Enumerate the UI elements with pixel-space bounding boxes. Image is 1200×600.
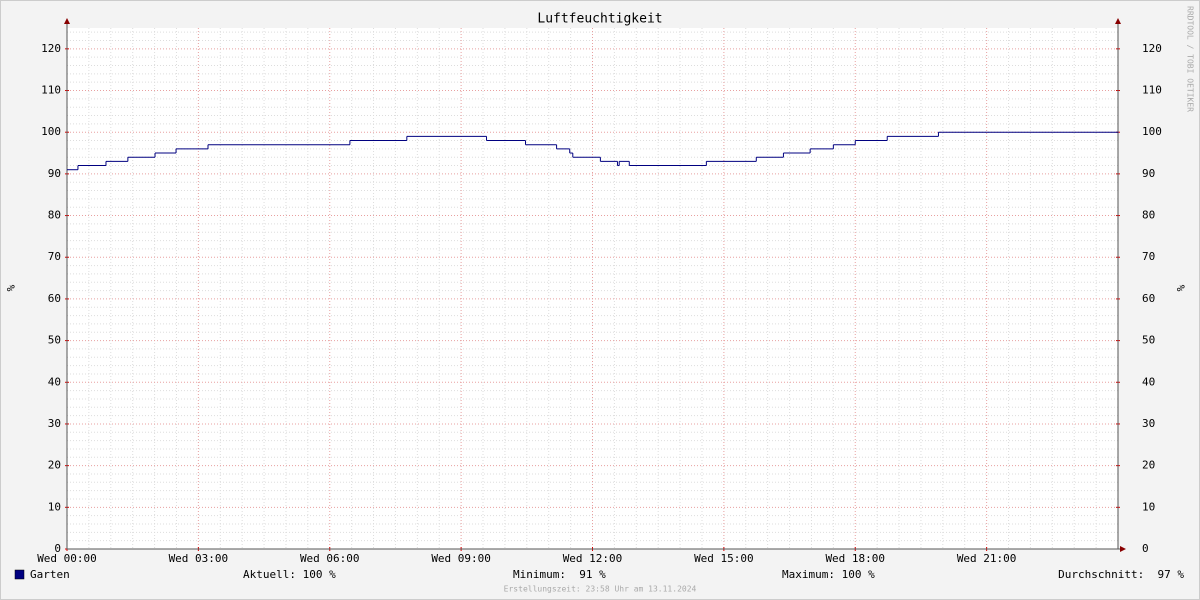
y-tick-label: 110 [41,84,61,97]
y-axis-label: % [4,285,17,292]
x-tick-label: Wed 21:00 [957,552,1017,565]
y2-tick-label: 20 [1142,459,1155,472]
y-tick-label: 10 [48,500,61,513]
y2-tick-label: 70 [1142,250,1155,263]
y2-tick-label: 90 [1142,167,1155,180]
y-tick-label: 120 [41,42,61,55]
y-tick-label: 60 [48,292,61,305]
y2-tick-label: 120 [1142,42,1162,55]
footer: Erstellungszeit: 23:58 Uhr am 13.11.2024 [504,585,697,594]
y2-tick-label: 100 [1142,125,1162,138]
y2-tick-label: 60 [1142,292,1155,305]
legend-stat: Aktuell: 100 % [243,568,336,581]
watermark: RRDTOOL / TOBI OETIKER [1186,6,1195,112]
y2-tick-label: 10 [1142,500,1155,513]
x-tick-label: Wed 15:00 [694,552,754,565]
y-tick-label: 90 [48,167,61,180]
y2-tick-label: 80 [1142,209,1155,222]
x-tick-label: Wed 03:00 [169,552,229,565]
y2-tick-label: 50 [1142,334,1155,347]
y2-tick-label: 110 [1142,84,1162,97]
x-tick-label: Wed 00:00 [37,552,97,565]
legend-label: Garten [30,568,70,581]
legend-stat: Durchschnitt: 97 % [1058,568,1184,581]
x-tick-label: Wed 12:00 [563,552,623,565]
arrow [64,18,70,24]
y-tick-label: 80 [48,209,61,222]
y-tick-label: 100 [41,125,61,138]
y-tick-label: 50 [48,334,61,347]
plot-area [67,28,1118,549]
y2-tick-label: 40 [1142,375,1155,388]
y2-tick-label: 0 [1142,542,1149,555]
legend-stat: Maximum: 100 % [782,568,875,581]
legend-swatch [14,569,25,580]
arrow [1115,18,1121,24]
x-tick-label: Wed 18:00 [825,552,885,565]
y-tick-label: 0 [54,542,61,555]
y-tick-label: 70 [48,250,61,263]
x-tick-label: Wed 06:00 [300,552,360,565]
y-tick-label: 30 [48,417,61,430]
y2-axis-label: % [1174,285,1187,292]
x-tick-label: Wed 09:00 [431,552,491,565]
legend-stat: Minimum: 91 % [513,568,606,581]
y2-tick-label: 30 [1142,417,1155,430]
chart-title: Luftfeuchtigkeit [537,12,662,27]
y-tick-label: 40 [48,375,61,388]
y-tick-label: 20 [48,459,61,472]
arrow [1120,546,1126,552]
